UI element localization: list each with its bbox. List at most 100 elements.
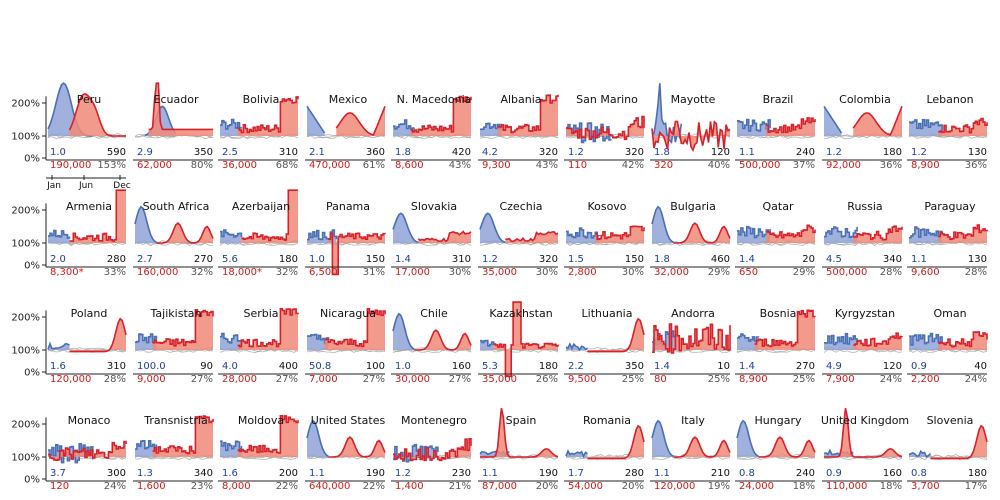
panel-title: Romania xyxy=(583,414,631,427)
red-area xyxy=(673,437,730,457)
baseline-line xyxy=(134,241,214,246)
blue-line xyxy=(909,226,943,239)
blue-line xyxy=(736,419,759,457)
blue-value-label: 1.7 xyxy=(568,468,584,479)
blue-line xyxy=(651,83,683,145)
red-line xyxy=(754,309,816,348)
panel-title: Poland xyxy=(71,307,108,320)
panel-nicaragua: Nicaragua 50.8 100 7,000 27% xyxy=(305,307,386,385)
red-line xyxy=(237,308,299,348)
black-value-label: 130 xyxy=(968,254,987,265)
red-line xyxy=(493,301,559,378)
blue-value-label: 50.8 xyxy=(309,361,331,372)
black-value-label: 150 xyxy=(366,254,385,265)
blue-value-label: 5.3 xyxy=(482,361,498,372)
panel-title: Slovenia xyxy=(927,414,974,427)
panel-title: Italy xyxy=(681,414,705,427)
blue-value-label: 2.1 xyxy=(309,147,325,158)
blue-line xyxy=(306,419,329,457)
red-line xyxy=(587,424,645,460)
red-value-label: 8,600 xyxy=(395,160,424,171)
black-value-label: 180 xyxy=(883,147,902,158)
red-area xyxy=(48,441,126,461)
percent-label: 40% xyxy=(708,160,730,171)
red-value-label: 32,000 xyxy=(654,267,689,278)
red-value-label: 8,000 xyxy=(222,481,251,492)
blue-value-label: 2.0 xyxy=(50,254,66,265)
y-tick-label: 100% xyxy=(11,239,40,250)
panel-title: Qatar xyxy=(763,200,794,213)
black-value-label: 300 xyxy=(107,468,126,479)
blue-line xyxy=(48,229,71,239)
blue-line xyxy=(823,105,843,134)
blue-value-label: 0.8 xyxy=(739,468,755,479)
blue-area xyxy=(909,333,943,350)
blue-value-label: 1.2 xyxy=(911,147,927,158)
black-value-label: 340 xyxy=(194,468,213,479)
panel-poland: Poland 1.6 310 120,000 28% xyxy=(46,307,127,385)
y-tick-label: 0% xyxy=(24,368,40,379)
percent-label: 27% xyxy=(191,374,213,385)
blue-value-label: 1.6 xyxy=(222,468,238,479)
black-value-label: 590 xyxy=(107,147,126,158)
blue-value-label: 1.8 xyxy=(654,254,670,265)
red-line xyxy=(48,440,127,461)
blue-area xyxy=(652,420,674,457)
red-area xyxy=(480,408,558,457)
month-axis: Jan Jun Dec xyxy=(46,175,131,191)
blue-value-label: 5.6 xyxy=(222,254,238,265)
panel-serbia: Serbia 4.0 400 28,000 27% xyxy=(218,307,299,385)
red-line xyxy=(766,224,816,239)
panel-spain: Spain 1.1 190 87,000 20% xyxy=(478,408,559,492)
red-line xyxy=(852,105,903,137)
red-area xyxy=(328,233,385,275)
panel-slovakia: Slovakia 1.4 310 17,000 30% xyxy=(391,200,472,278)
blue-value-label: 4.0 xyxy=(222,361,238,372)
panel-title: Mayotte xyxy=(671,93,716,106)
y-axis-row-3: 200% 100% 0% xyxy=(11,310,47,379)
red-line xyxy=(766,117,816,134)
red-line xyxy=(505,230,559,243)
black-value-label: 420 xyxy=(452,147,471,158)
red-line xyxy=(587,317,645,353)
blue-area xyxy=(220,333,242,350)
red-line xyxy=(237,96,299,134)
panel-south-africa: South Africa 2.7 270 160,000 32% xyxy=(133,200,214,278)
red-value-label: 30,000 xyxy=(395,374,430,385)
red-value-label: 2,200 xyxy=(911,374,940,385)
blue-value-label: 100.0 xyxy=(137,361,166,372)
panel-montenegro: Montenegro 1.2 230 1,400 21% xyxy=(391,414,472,492)
red-line xyxy=(824,408,903,458)
percent-label: 42% xyxy=(622,160,644,171)
baseline-line xyxy=(565,241,645,246)
blue-value-label: 1.4 xyxy=(739,361,755,372)
red-value-label: 120,000 xyxy=(50,374,91,385)
red-value-label: 18,000* xyxy=(222,267,262,278)
baseline-line xyxy=(651,240,731,246)
percent-label: 17% xyxy=(965,481,987,492)
blue-area xyxy=(393,313,415,350)
blue-value-label: 4.9 xyxy=(826,361,842,372)
panel-chile: Chile 1.0 160 30,000 27% xyxy=(391,307,472,385)
blue-line xyxy=(135,440,158,451)
red-value-label: 190,000 xyxy=(50,160,91,171)
black-value-label: 270 xyxy=(194,254,213,265)
red-line xyxy=(152,309,214,347)
panel-italy: Italy 1.1 210 120,000 19% xyxy=(650,414,731,492)
red-area xyxy=(148,83,213,136)
blue-line xyxy=(566,227,600,239)
blue-area xyxy=(307,420,329,457)
red-value-label: 640,000 xyxy=(309,481,350,492)
red-line xyxy=(148,82,213,131)
red-line xyxy=(328,436,386,458)
black-value-label: 350 xyxy=(194,147,213,158)
red-area xyxy=(414,330,471,350)
panel-colombia: Colombia 1.2 180 92,000 36% xyxy=(822,93,903,171)
blue-line xyxy=(737,333,760,342)
percent-label: 30% xyxy=(449,267,471,278)
blue-line xyxy=(480,122,503,131)
red-line xyxy=(938,224,988,241)
red-value-label: 1,400 xyxy=(395,481,424,492)
percent-label: 25% xyxy=(708,374,730,385)
panel-kyrgyzstan: Kyrgyzstan 4.9 120 7,900 24% xyxy=(822,307,903,385)
